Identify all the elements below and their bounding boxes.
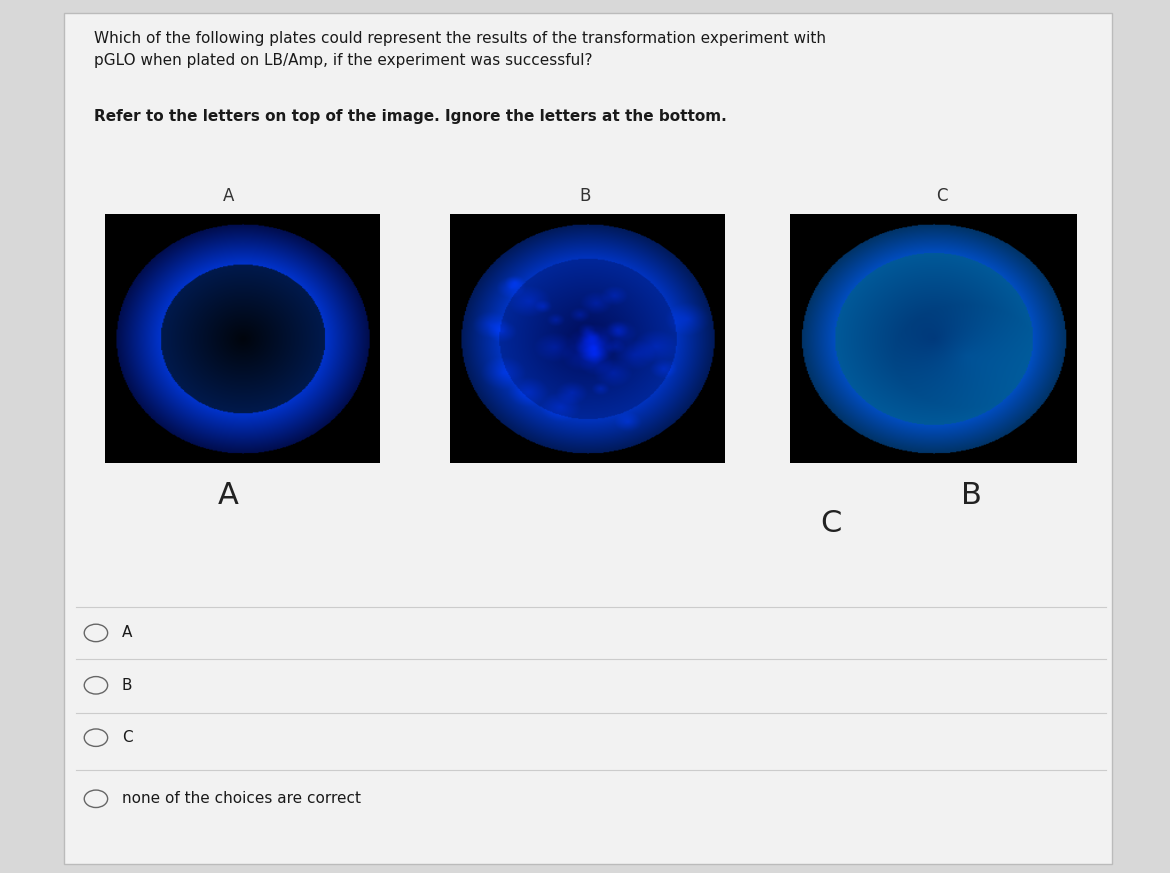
Text: none of the choices are correct: none of the choices are correct xyxy=(122,791,360,807)
Text: A: A xyxy=(218,481,239,511)
Text: C: C xyxy=(936,188,948,205)
Text: Refer to the letters on top of the image. Ignore the letters at the bottom.: Refer to the letters on top of the image… xyxy=(94,109,727,124)
Text: A: A xyxy=(222,188,234,205)
Text: C: C xyxy=(820,509,841,539)
Text: A: A xyxy=(122,625,132,641)
FancyBboxPatch shape xyxy=(64,13,1111,864)
Text: B: B xyxy=(961,481,982,511)
Text: C: C xyxy=(122,730,132,746)
Text: B: B xyxy=(579,188,591,205)
Text: B: B xyxy=(122,677,132,693)
Text: Which of the following plates could represent the results of the transformation : Which of the following plates could repr… xyxy=(94,31,826,68)
